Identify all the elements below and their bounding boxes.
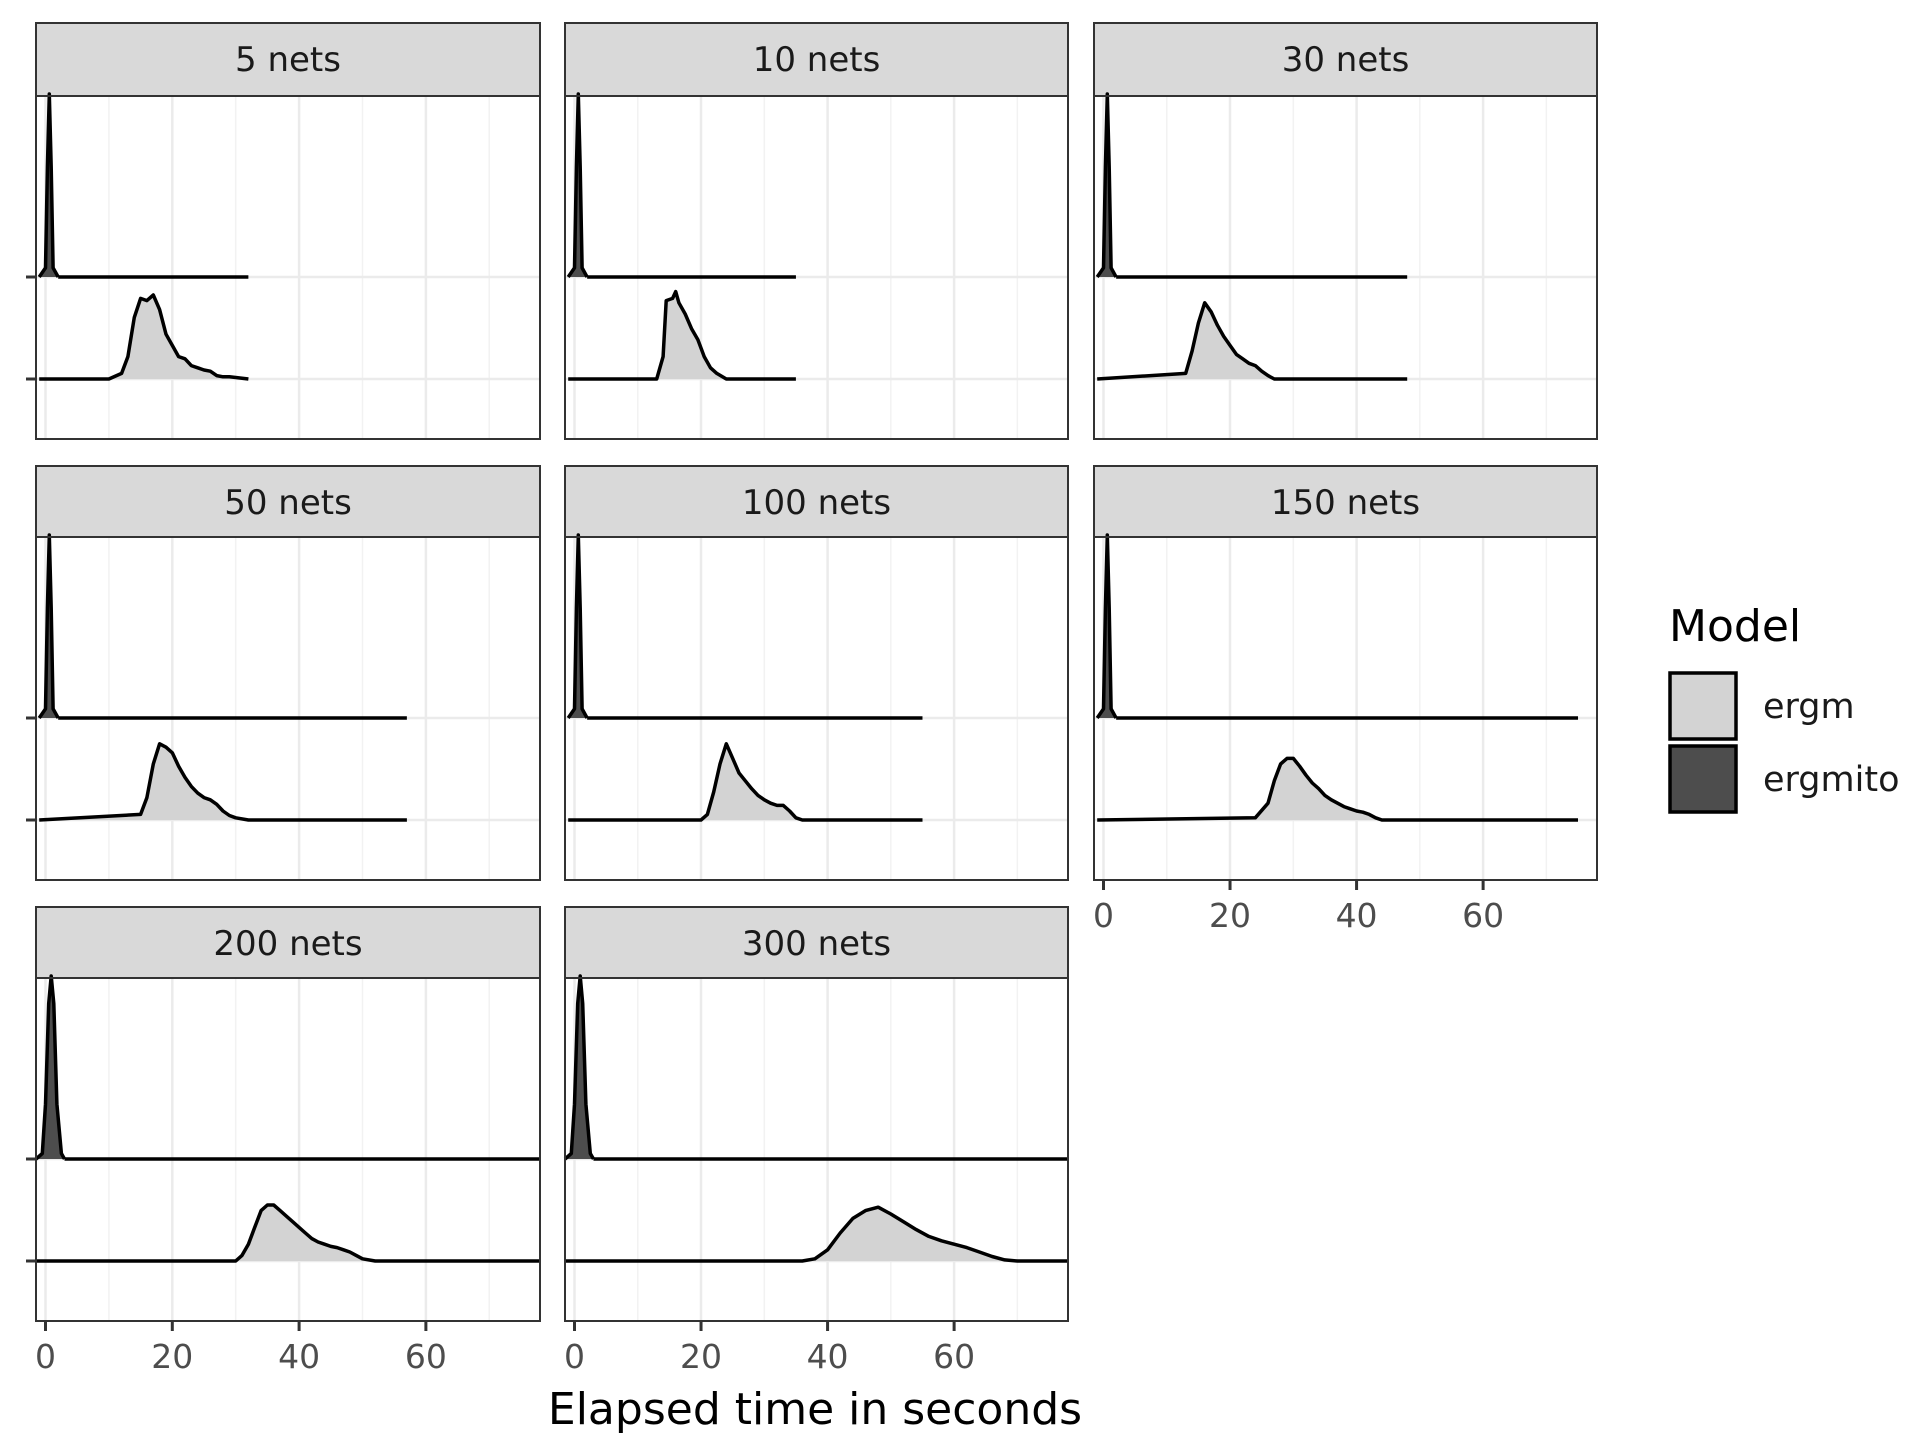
panel-border: [35, 977, 541, 1322]
panel-border: [1093, 536, 1598, 881]
ergm-density-line: [39, 742, 407, 822]
facet-strip-label: 30 nets: [1282, 40, 1410, 80]
legend-label-ergmito: ergmito: [1763, 760, 1899, 800]
ergm-density-fill: [565, 1207, 1068, 1261]
legend-title: Model: [1669, 601, 1801, 652]
ergm-density-line: [568, 289, 796, 381]
facet-strip: [564, 22, 1069, 97]
x-tick-label: 60: [1462, 896, 1504, 935]
panel: 150 nets 0 20 40 60: [1093, 465, 1598, 935]
panel: 200 nets 0 20 40 60: [26, 906, 541, 1376]
panel-border: [35, 95, 541, 440]
x-tick-label: 20: [1209, 896, 1251, 935]
x-tick-label: 0: [35, 1337, 56, 1376]
legend: Model ergm ergmito: [1668, 601, 1899, 814]
ergm-density-line: [36, 1203, 540, 1263]
panel-border: [564, 977, 1069, 1322]
facet-strip-label: 200 nets: [213, 924, 362, 964]
facet-strip-label: 50 nets: [224, 483, 352, 523]
ergmito-density-line: [566, 533, 589, 719]
panel: 50 nets: [26, 465, 541, 881]
ergmito-density-line: [1095, 533, 1118, 719]
x-tick-label: 40: [278, 1337, 320, 1376]
legend-key-ergm: [1668, 671, 1738, 741]
legend-label-ergm: ergm: [1763, 687, 1855, 727]
ergmito-density-line: [563, 974, 596, 1161]
x-tick-label: 0: [564, 1337, 585, 1376]
panel-background: [565, 96, 1068, 439]
facet-strip: [35, 465, 541, 538]
ergm-density-line: [565, 1205, 1068, 1263]
facet-strip-label: 10 nets: [753, 40, 881, 80]
facet-strip: [564, 906, 1069, 979]
facet-strip-label: 150 nets: [1271, 483, 1420, 523]
ergm-density-fill: [1097, 758, 1578, 820]
x-tick-label: 40: [807, 1337, 849, 1376]
ergmito-density-line: [34, 974, 67, 1161]
facet-strip: [35, 22, 541, 97]
facet-strip: [564, 465, 1069, 538]
x-tick-label: 20: [680, 1337, 722, 1376]
legend-entries: ergm ergmito: [1668, 671, 1899, 814]
panel: 10 nets: [564, 22, 1069, 440]
ergmito-density-line: [1095, 92, 1118, 278]
ergm-density-line: [39, 293, 249, 381]
ergm-density-line: [1097, 301, 1408, 381]
ergmito-density-line: [566, 92, 589, 278]
panel-background: [36, 96, 540, 439]
facet-strip-label: 300 nets: [742, 924, 891, 964]
panel-border: [564, 536, 1069, 881]
ergmito-density-line: [37, 533, 60, 719]
panel-background: [36, 537, 540, 880]
ergm-density-fill: [568, 291, 796, 379]
facet-strip: [35, 906, 541, 979]
facet-strip: [1093, 465, 1598, 538]
x-tick-label: 20: [151, 1337, 193, 1376]
panel-border: [35, 536, 541, 881]
ergm-density-line: [1097, 756, 1578, 822]
panel-background: [1094, 537, 1597, 880]
x-tick-label: 0: [1093, 896, 1114, 935]
legend-key-ergmito: [1668, 744, 1738, 814]
facet-strip-label: 100 nets: [742, 483, 891, 523]
panel-border: [1093, 95, 1598, 440]
panel: 30 nets: [1093, 22, 1598, 440]
ergmito-density-line: [37, 92, 60, 278]
ergm-density-fill: [39, 295, 249, 379]
panel-background: [1094, 96, 1597, 439]
ergm-density-line: [568, 742, 923, 822]
panel: 300 nets 0 20 40 60: [563, 906, 1069, 1376]
facet-strip-label: 5 nets: [235, 40, 341, 80]
x-tick-label: 60: [405, 1337, 447, 1376]
panel-background: [36, 978, 540, 1321]
panels-layer: 5 nets 10 nets 30 nets 50 nets 100 nets 150 n…: [26, 22, 1598, 1376]
panel-background: [565, 537, 1068, 880]
panel-background: [565, 978, 1068, 1321]
x-axis-title: Elapsed time in seconds: [548, 1384, 1082, 1435]
panel-border: [564, 95, 1069, 440]
panel: 100 nets: [564, 465, 1069, 881]
x-tick-label: 40: [1336, 896, 1378, 935]
ergm-density-fill: [36, 1205, 540, 1261]
panel: 5 nets: [26, 22, 541, 440]
x-tick-label: 60: [933, 1337, 975, 1376]
